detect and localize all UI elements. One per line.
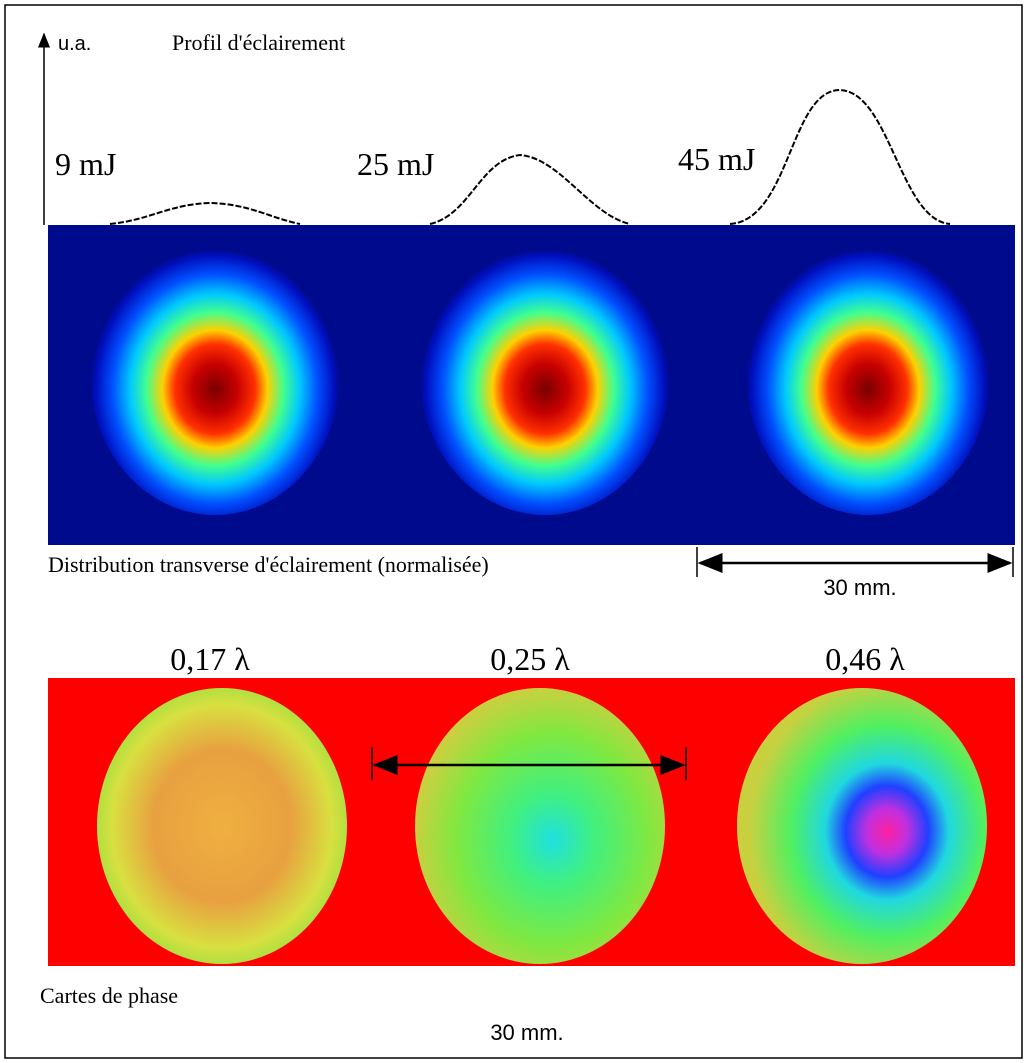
- phase-map: [97, 688, 347, 964]
- phase-map: [737, 688, 987, 964]
- phase-map: [415, 688, 665, 964]
- phase-label: 0,46 λ: [825, 641, 905, 677]
- scale-label: 30 mm.: [823, 575, 896, 600]
- profile-title: Profil d'éclairement: [172, 30, 345, 55]
- energy-label: 45 mJ: [678, 141, 755, 177]
- intensity-caption: Distribution transverse d'éclairement (n…: [48, 552, 489, 577]
- energy-label: 9 mJ: [55, 146, 116, 182]
- scale-label: 30 mm.: [490, 1020, 563, 1045]
- profiles: [109, 88, 951, 225]
- phase-label: 0,17 λ: [170, 641, 250, 677]
- phase-label: 0,25 λ: [490, 641, 570, 677]
- intensity-spot: [90, 235, 340, 515]
- profile-curve: [429, 153, 631, 225]
- intensity-spot: [746, 235, 990, 515]
- energy-label: 25 mJ: [357, 146, 434, 182]
- profile-curve: [729, 88, 951, 225]
- intensity-spot: [420, 235, 670, 515]
- axis-label: u.a.: [58, 33, 91, 55]
- phase-caption: Cartes de phase: [40, 983, 178, 1008]
